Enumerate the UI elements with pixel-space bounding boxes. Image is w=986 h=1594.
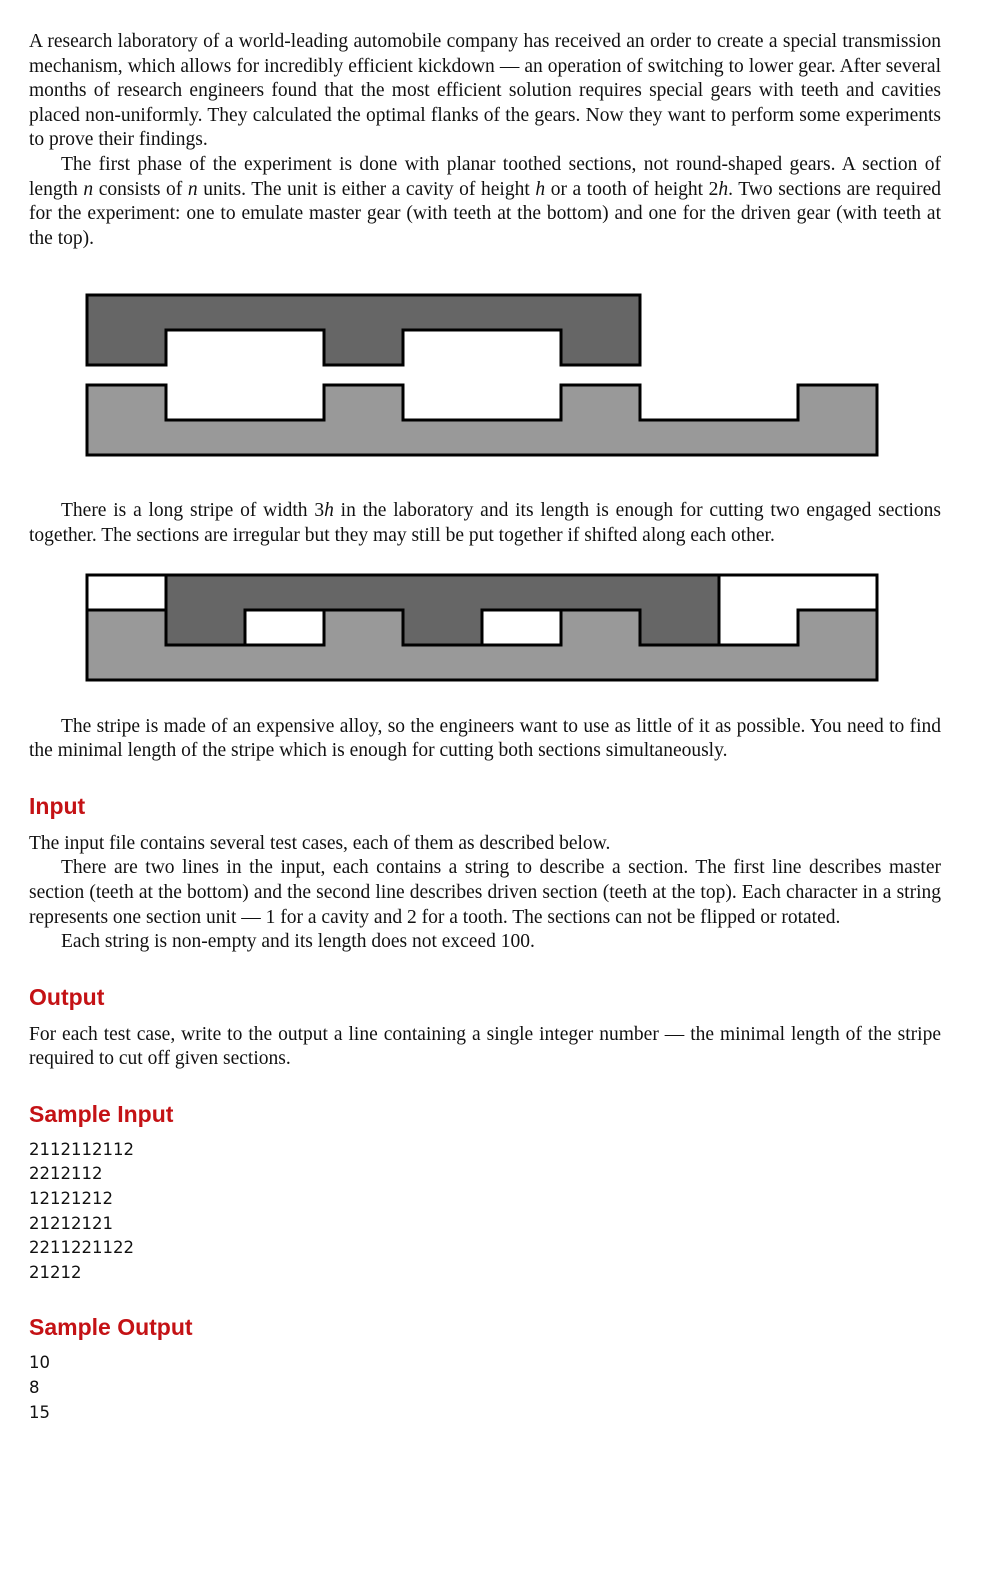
sample-input-block: 2112112112 2212112 12121212 21212121 221… [29,1138,941,1286]
driven-section [85,383,879,457]
output-paragraph: For each test case, write to the output … [29,1023,941,1070]
sample-input-line: 21212 [29,1262,82,1282]
figure-separate-sections [85,293,879,457]
master-section [85,293,642,367]
input-paragraph-3: Each string is non-empty and its length … [61,931,535,953]
sections-paragraph: The first phase of the experiment is don… [29,153,941,249]
sample-input-line: 21212121 [29,1213,113,1233]
master-section [164,573,721,647]
input-paragraph-1: The input file contains several test cas… [29,832,611,854]
sample-input-line: 12121212 [29,1189,113,1209]
input-paragraph-2: There are two lines in the input, each c… [29,857,941,928]
problem-statement: A research laboratory of a world-leading… [29,30,941,1425]
sample-output-line: 10 [29,1353,50,1373]
goal-paragraph: The stripe is made of an expensive alloy… [29,715,941,762]
figure-engaged-sections [85,573,879,682]
intro-paragraph: A research laboratory of a world-leading… [29,31,941,151]
sample-input-line: 2211221122 [29,1238,134,1258]
input-heading: Input [29,792,86,819]
sample-input-line: 2212112 [29,1164,103,1184]
sample-input-line: 2112112112 [29,1139,134,1159]
output-heading: Output [29,983,105,1010]
sample-output-block: 10 8 15 [29,1351,941,1425]
stripe-paragraph: There is a long stripe of width 3h in th… [29,500,941,546]
sample-output-heading: Sample Output [29,1314,193,1341]
sample-output-line: 8 [29,1378,40,1398]
sample-output-line: 15 [29,1402,50,1422]
sample-input-heading: Sample Input [29,1100,174,1127]
